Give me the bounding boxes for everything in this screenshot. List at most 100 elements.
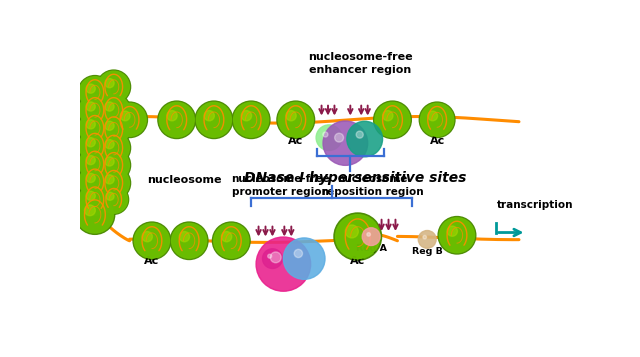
Ellipse shape: [98, 114, 129, 145]
Text: Reg B: Reg B: [412, 247, 443, 256]
Ellipse shape: [99, 185, 129, 214]
Ellipse shape: [86, 174, 95, 182]
Ellipse shape: [212, 222, 250, 260]
Ellipse shape: [286, 111, 296, 121]
Text: nucleosome: nucleosome: [147, 175, 221, 185]
Ellipse shape: [232, 101, 270, 139]
Ellipse shape: [262, 249, 282, 268]
Ellipse shape: [105, 79, 114, 88]
Ellipse shape: [75, 195, 115, 234]
Ellipse shape: [78, 147, 112, 181]
Ellipse shape: [345, 225, 358, 238]
Ellipse shape: [86, 156, 95, 165]
Ellipse shape: [158, 101, 196, 139]
Ellipse shape: [100, 186, 127, 213]
Ellipse shape: [79, 184, 111, 215]
Ellipse shape: [78, 111, 112, 145]
Ellipse shape: [241, 111, 252, 121]
Ellipse shape: [419, 231, 436, 248]
Ellipse shape: [79, 95, 111, 126]
Ellipse shape: [76, 196, 113, 233]
Ellipse shape: [256, 237, 310, 291]
Ellipse shape: [112, 102, 147, 137]
Ellipse shape: [97, 70, 131, 104]
Ellipse shape: [79, 166, 111, 197]
Ellipse shape: [383, 111, 393, 121]
Ellipse shape: [284, 238, 325, 279]
Ellipse shape: [97, 113, 131, 146]
Ellipse shape: [79, 77, 111, 108]
Text: nucleosome-free
promoter region: nucleosome-free promoter region: [232, 174, 330, 197]
Ellipse shape: [98, 95, 129, 126]
Ellipse shape: [440, 218, 474, 253]
Ellipse shape: [316, 125, 342, 151]
Ellipse shape: [78, 94, 112, 127]
Ellipse shape: [374, 101, 412, 139]
Ellipse shape: [78, 165, 112, 198]
Ellipse shape: [278, 102, 314, 137]
Ellipse shape: [133, 222, 171, 260]
Ellipse shape: [105, 140, 114, 149]
Ellipse shape: [105, 102, 114, 111]
Text: Ac: Ac: [350, 256, 365, 266]
Ellipse shape: [159, 102, 195, 137]
Ellipse shape: [323, 132, 328, 137]
Text: transcription: transcription: [497, 200, 573, 210]
Text: enhancer region: enhancer region: [309, 65, 412, 75]
Ellipse shape: [86, 138, 95, 147]
Ellipse shape: [105, 121, 114, 130]
Ellipse shape: [268, 254, 271, 258]
Ellipse shape: [420, 103, 454, 136]
Ellipse shape: [347, 121, 383, 157]
Ellipse shape: [438, 217, 476, 254]
Ellipse shape: [98, 132, 129, 164]
Ellipse shape: [79, 148, 111, 179]
Ellipse shape: [113, 103, 146, 136]
Text: nucleosome-free: nucleosome-free: [308, 52, 413, 62]
Ellipse shape: [97, 94, 131, 127]
Ellipse shape: [98, 150, 129, 181]
Ellipse shape: [97, 166, 131, 200]
Ellipse shape: [196, 102, 232, 137]
Ellipse shape: [170, 222, 208, 260]
Ellipse shape: [142, 231, 152, 242]
Ellipse shape: [172, 223, 207, 258]
Text: nucleosome
reposition region: nucleosome reposition region: [322, 174, 424, 197]
Text: DNase I hypersensitive sites: DNase I hypersensitive sites: [244, 171, 467, 185]
Ellipse shape: [98, 167, 129, 198]
Ellipse shape: [294, 249, 303, 258]
Ellipse shape: [78, 129, 112, 163]
Ellipse shape: [79, 112, 111, 144]
Ellipse shape: [86, 191, 95, 200]
Ellipse shape: [334, 213, 381, 260]
Ellipse shape: [419, 102, 455, 137]
Text: Ac: Ac: [288, 136, 303, 146]
Ellipse shape: [375, 102, 410, 137]
Text: Ac: Ac: [144, 256, 159, 266]
Ellipse shape: [97, 131, 131, 165]
Ellipse shape: [78, 183, 112, 216]
Text: Reg A: Reg A: [356, 244, 387, 253]
Ellipse shape: [234, 102, 269, 137]
Ellipse shape: [221, 231, 232, 242]
Ellipse shape: [105, 157, 114, 166]
Ellipse shape: [195, 101, 233, 139]
Ellipse shape: [79, 130, 111, 161]
Ellipse shape: [105, 175, 114, 184]
Ellipse shape: [86, 102, 95, 111]
Ellipse shape: [98, 71, 129, 102]
Ellipse shape: [120, 111, 130, 121]
Text: Ac: Ac: [429, 136, 445, 146]
Ellipse shape: [323, 121, 367, 165]
Ellipse shape: [106, 192, 114, 200]
Ellipse shape: [78, 76, 112, 109]
Ellipse shape: [134, 223, 170, 258]
Ellipse shape: [84, 205, 95, 216]
Ellipse shape: [204, 111, 214, 121]
Ellipse shape: [447, 226, 458, 236]
Ellipse shape: [86, 84, 95, 93]
Ellipse shape: [362, 228, 380, 246]
Ellipse shape: [428, 111, 438, 121]
Ellipse shape: [97, 149, 131, 182]
Ellipse shape: [335, 215, 380, 258]
